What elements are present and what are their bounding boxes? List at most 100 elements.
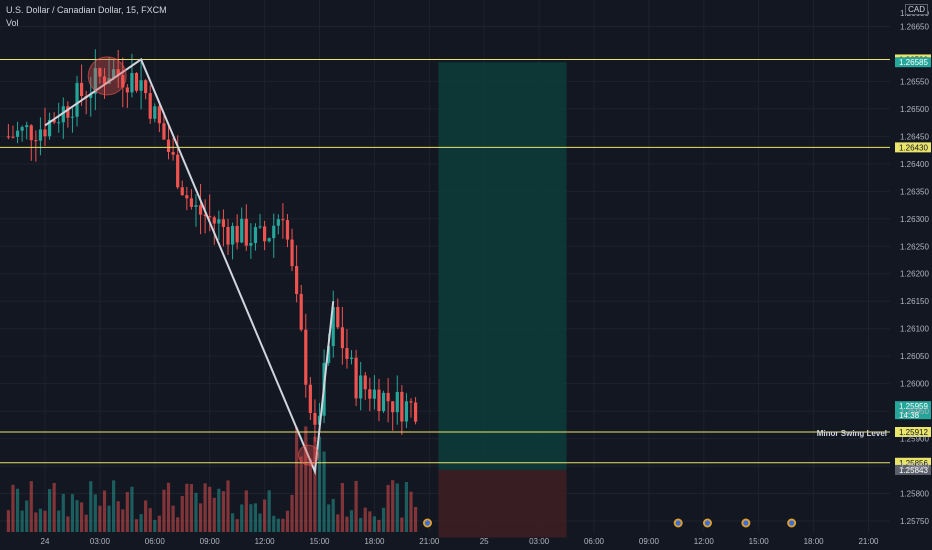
volume-bar	[235, 519, 239, 532]
volume-bar	[258, 513, 262, 532]
volume-bar	[212, 497, 216, 532]
candle	[98, 68, 102, 77]
volume-bar	[180, 495, 184, 532]
candle	[189, 198, 193, 207]
time-tick-label: 09:00	[639, 537, 660, 546]
volume-bar	[263, 499, 267, 532]
candle	[89, 93, 93, 98]
volume-bar	[285, 510, 290, 532]
price-tick-label: 1.26450	[900, 132, 929, 141]
candle	[217, 219, 221, 224]
volume-bar	[395, 483, 399, 532]
volume-bar	[354, 480, 358, 532]
volume-bar	[80, 502, 84, 532]
price-tick-label: 1.25750	[900, 517, 929, 526]
volume-bar	[29, 481, 33, 532]
volume-bar	[221, 491, 226, 532]
time-tick-label: 15:00	[309, 537, 330, 546]
candle	[263, 226, 267, 242]
volume-bar	[116, 501, 120, 532]
candle	[130, 73, 134, 93]
candle	[267, 238, 271, 242]
candle	[244, 218, 248, 246]
candle	[354, 357, 358, 399]
level-label: 1.25856	[899, 459, 928, 468]
candle	[258, 226, 262, 228]
volume-bar	[203, 483, 207, 532]
candle	[29, 125, 33, 141]
price-marker-label: 1.25959	[899, 402, 928, 411]
level-tag	[895, 142, 931, 153]
price-tick-label: 1.25900	[900, 435, 929, 444]
volume-bar	[308, 458, 312, 532]
volume-bar	[363, 507, 367, 532]
time-axis[interactable]: 24 03:00 06:00 09:00 12:00 15:00 18:00 21:00 25 0…	[41, 537, 880, 546]
candle	[413, 402, 418, 422]
volume-bar	[217, 488, 221, 532]
volume-bar	[148, 508, 152, 532]
volume-bar	[102, 490, 107, 532]
wave-drawing[interactable]	[44, 56, 335, 476]
economic-events[interactable]	[421, 517, 798, 529]
volume-bar	[313, 436, 317, 532]
price-marker-label: 1.25843	[899, 466, 928, 475]
candle	[377, 389, 381, 412]
candle	[185, 195, 189, 199]
candle	[57, 122, 61, 124]
volume-bar	[34, 512, 38, 532]
volume-bar	[368, 511, 372, 532]
candle	[336, 306, 340, 328]
candle	[340, 327, 344, 349]
candle	[253, 227, 258, 244]
time-tick-label: 15:00	[749, 537, 770, 546]
price-tick-label: 1.26000	[900, 380, 929, 389]
volume-bar	[290, 494, 294, 532]
volume-bar	[15, 488, 20, 532]
volume-bar	[130, 486, 134, 532]
candle	[363, 375, 367, 390]
volume-bar	[38, 508, 43, 532]
time-tick-label: 09:00	[200, 537, 221, 546]
price-tick-label: 1.26200	[900, 270, 929, 279]
candle	[327, 346, 331, 363]
candle	[299, 293, 303, 330]
price-tick-label: 1.26250	[900, 242, 929, 251]
volume-bar	[331, 498, 335, 532]
candle	[295, 266, 299, 294]
volume-bar	[98, 505, 102, 532]
event-flag-dot	[675, 520, 681, 526]
volume-bar	[93, 494, 97, 532]
wave-line	[44, 57, 335, 476]
currency-badge[interactable]: CAD	[905, 4, 928, 15]
volume-bar	[400, 517, 404, 532]
candle	[276, 219, 280, 226]
candle	[43, 129, 47, 137]
candle	[139, 80, 143, 91]
candle	[61, 106, 65, 123]
price-axis[interactable]: 1.26550 1.26500 1.26450 1.26400 1.26350 1.263…	[900, 9, 929, 526]
candle	[52, 119, 56, 123]
volume-bar	[25, 500, 29, 532]
time-tick-label: 12:00	[694, 537, 715, 546]
volume-bar	[66, 516, 70, 532]
volume-bar	[409, 491, 413, 532]
candle	[11, 136, 15, 138]
volume-bar	[125, 492, 129, 532]
volume-bar	[377, 519, 381, 532]
candle	[304, 329, 308, 385]
level-label: 1.25912	[899, 428, 928, 437]
volume-bar	[267, 490, 271, 532]
candle	[381, 392, 386, 412]
volume-bars	[6, 426, 418, 532]
price-tick-label: 1.25950	[900, 407, 929, 416]
candle	[345, 348, 349, 359]
candle	[230, 225, 235, 245]
volume-bar	[276, 518, 280, 532]
volume-bar	[198, 503, 203, 532]
price-tick-label: 1.25800	[900, 490, 929, 499]
volume-bar	[47, 489, 52, 532]
candle	[331, 306, 335, 347]
volume-bar	[89, 481, 93, 532]
